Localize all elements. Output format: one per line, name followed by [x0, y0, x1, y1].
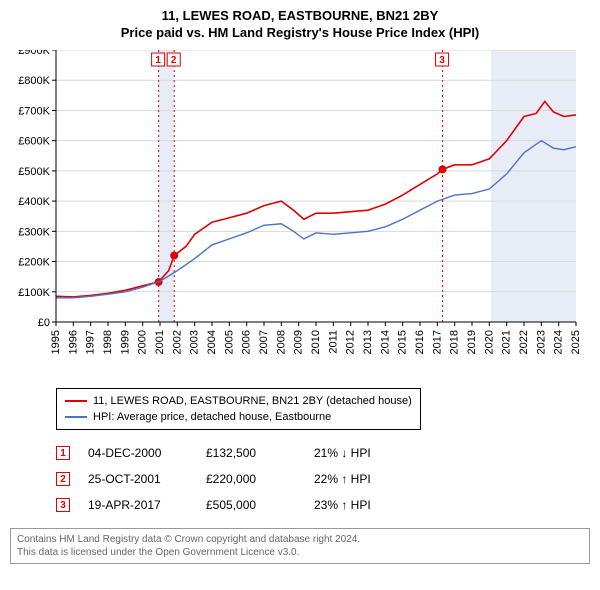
title-block: 11, LEWES ROAD, EASTBOURNE, BN21 2BY Pri… [10, 8, 590, 40]
y-tick-label: £500K [18, 166, 50, 178]
y-tick-label: £0 [38, 317, 50, 329]
x-tick-label: 2023 [535, 330, 547, 354]
x-tick-label: 2011 [327, 330, 339, 354]
legend-label: 11, LEWES ROAD, EASTBOURNE, BN21 2BY (de… [93, 393, 412, 409]
event-number-badge: 3 [56, 498, 70, 512]
figure-container: 11, LEWES ROAD, EASTBOURNE, BN21 2BY Pri… [0, 0, 600, 568]
x-tick-label: 2009 [293, 330, 305, 354]
shaded-zone [491, 50, 576, 322]
x-tick-label: 2007 [258, 330, 270, 354]
y-tick-label: £400K [18, 196, 50, 208]
x-tick-label: 2022 [518, 330, 530, 354]
x-tick-label: 2008 [275, 330, 287, 354]
event-marker-label: 3 [439, 55, 445, 66]
x-tick-label: 1999 [119, 330, 131, 354]
y-tick-label: £900K [18, 50, 50, 57]
event-row: 1 04-DEC-2000 £132,500 21% ↓ HPI [56, 440, 590, 466]
event-hpi-delta: 22% ↑ HPI [314, 472, 404, 486]
event-number-badge: 1 [56, 446, 70, 460]
event-number-badge: 2 [56, 472, 70, 486]
legend: 11, LEWES ROAD, EASTBOURNE, BN21 2BY (de… [56, 388, 421, 430]
event-table: 1 04-DEC-2000 £132,500 21% ↓ HPI 2 25-OCT-200… [56, 440, 590, 518]
y-tick-label: £700K [18, 105, 50, 117]
title-subtitle: Price paid vs. HM Land Registry's House … [10, 25, 590, 40]
attribution-footer: Contains HM Land Registry data © Crown c… [10, 528, 590, 564]
event-row: 3 19-APR-2017 £505,000 23% ↑ HPI [56, 492, 590, 518]
y-tick-label: £600K [18, 136, 50, 148]
event-hpi-delta: 23% ↑ HPI [314, 498, 404, 512]
x-tick-label: 2019 [466, 330, 478, 354]
y-tick-label: £200K [18, 257, 50, 269]
x-tick-label: 2014 [379, 330, 391, 354]
series-dot [170, 252, 178, 260]
x-tick-label: 2003 [189, 330, 201, 354]
y-tick-label: £300K [18, 226, 50, 238]
chart-area: £0 £100K £200K £300K £400K £500K £600K £700K £80… [10, 50, 590, 380]
x-tick-label: 2017 [431, 330, 443, 354]
x-tick-label: 2006 [241, 330, 253, 354]
event-date: 04-DEC-2000 [88, 446, 188, 460]
legend-item: HPI: Average price, detached house, East… [65, 409, 412, 425]
y-tick-label: £100K [18, 287, 50, 299]
event-date: 19-APR-2017 [88, 498, 188, 512]
event-marker-label: 2 [171, 55, 177, 66]
event-marker-label: 1 [155, 55, 161, 66]
title-address: 11, LEWES ROAD, EASTBOURNE, BN21 2BY [10, 8, 590, 23]
x-tick-label: 2025 [570, 330, 582, 354]
line-chart: £0 £100K £200K £300K £400K £500K £600K £700K £80… [10, 50, 590, 380]
x-tick-label: 2004 [206, 330, 218, 354]
footer-line2: This data is licensed under the Open Gov… [17, 546, 583, 559]
y-tick-label: £800K [18, 75, 50, 87]
event-price: £220,000 [206, 472, 296, 486]
x-tick-label: 1995 [50, 330, 62, 354]
legend-item: 11, LEWES ROAD, EASTBOURNE, BN21 2BY (de… [65, 393, 412, 409]
x-tick-label: 2001 [154, 330, 166, 354]
x-tick-label: 2020 [483, 330, 495, 354]
x-tick-label: 1997 [85, 330, 97, 354]
legend-swatch [65, 416, 87, 418]
x-tick-label: 2016 [414, 330, 426, 354]
x-tick-label: 2013 [362, 330, 374, 354]
series-dot [439, 165, 447, 173]
x-tick-label: 2018 [449, 330, 461, 354]
x-tick-label: 2002 [171, 330, 183, 354]
x-tick-label: 2012 [345, 330, 357, 354]
x-tick-label: 2000 [137, 330, 149, 354]
event-date: 25-OCT-2001 [88, 472, 188, 486]
legend-label: HPI: Average price, detached house, East… [93, 409, 331, 425]
x-tick-label: 2005 [223, 330, 235, 354]
event-price: £505,000 [206, 498, 296, 512]
event-hpi-delta: 21% ↓ HPI [314, 446, 404, 460]
x-tick-label: 2021 [501, 330, 513, 354]
x-tick-label: 1998 [102, 330, 114, 354]
x-tick-label: 2015 [397, 330, 409, 354]
event-price: £132,500 [206, 446, 296, 460]
event-row: 2 25-OCT-2001 £220,000 22% ↑ HPI [56, 466, 590, 492]
x-tick-label: 2024 [553, 330, 565, 354]
footer-line1: Contains HM Land Registry data © Crown c… [17, 533, 583, 546]
legend-swatch [65, 400, 87, 402]
x-tick-label: 2010 [310, 330, 322, 354]
x-tick-label: 1996 [67, 330, 79, 354]
